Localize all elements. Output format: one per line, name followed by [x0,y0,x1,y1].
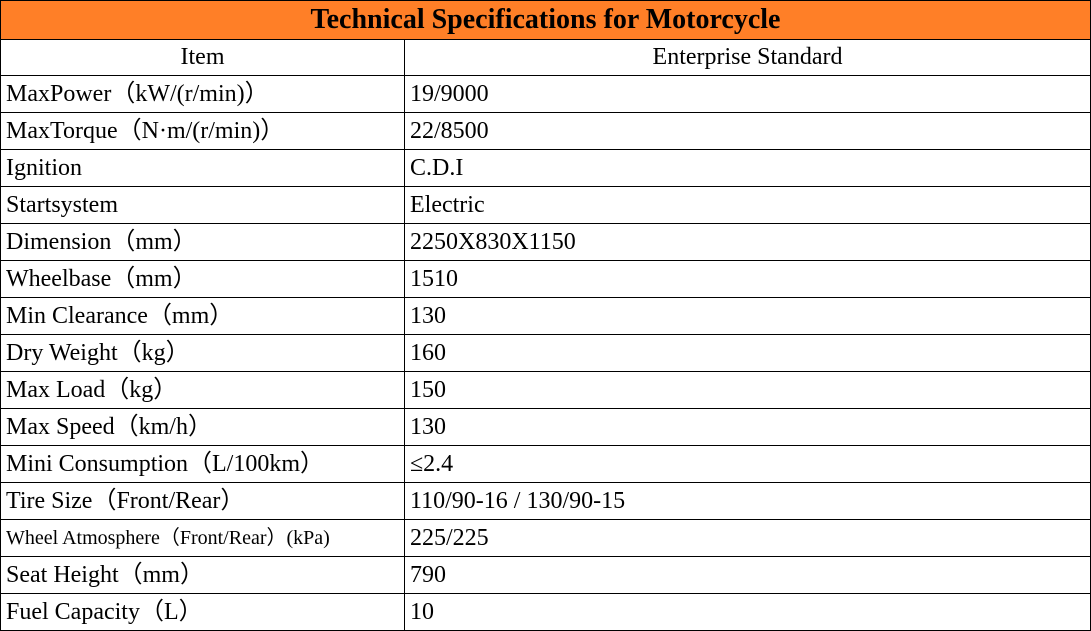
table-row: Tire Size（Front/Rear） 110/90-16 / 130/90… [0,482,1091,520]
table-row: Max Load（kg） 150 [0,371,1091,409]
row-value: 130 [404,408,1091,446]
row-value: 160 [404,334,1091,372]
row-item: Tire Size（Front/Rear） [0,482,405,520]
row-value: 150 [404,371,1091,409]
table-row: MaxTorque（N·m/(r/min)） 22/8500 [0,112,1091,150]
table-row: Min Clearance（mm） 130 [0,297,1091,335]
row-item: Wheelbase（mm） [0,260,405,298]
row-item: Min Clearance（mm） [0,297,405,335]
row-value: 110/90-16 / 130/90-15 [404,482,1091,520]
row-item: Fuel Capacity（L） [0,593,405,631]
row-item: MaxPower（kW/(r/min)） [0,75,405,113]
table-row: Mini Consumption（L/100km） ≤2.4 [0,445,1091,483]
row-value: C.D.I [404,149,1091,187]
row-value: ≤2.4 [404,445,1091,483]
row-item: Seat Height（mm） [0,556,405,594]
row-item: Mini Consumption（L/100km） [0,445,405,483]
row-item: Max Load（kg） [0,371,405,409]
table-row: Dimension（mm） 2250X830X1150 [0,223,1091,261]
row-value: 19/9000 [404,75,1091,113]
table-row: Wheel Atmosphere（Front/Rear）(kPa) 225/22… [0,519,1091,557]
row-item: Dimension（mm） [0,223,405,261]
row-value: 2250X830X1150 [404,223,1091,261]
table-row: Wheelbase（mm） 1510 [0,260,1091,298]
row-value: 10 [404,593,1091,631]
title-row: Technical Specifications for Motorcycle [0,0,1091,40]
column-header-standard: Enterprise Standard [404,39,1091,76]
row-item: Dry Weight（kg） [0,334,405,372]
table-row: Dry Weight（kg） 160 [0,334,1091,372]
table-row: Max Speed（km/h） 130 [0,408,1091,446]
row-value: 225/225 [404,519,1091,557]
row-value: Electric [404,186,1091,224]
table-row: Ignition C.D.I [0,149,1091,187]
table-row: Seat Height（mm） 790 [0,556,1091,594]
row-item: Max Speed（km/h） [0,408,405,446]
row-item: Startsystem [0,186,405,224]
table-row: MaxPower（kW/(r/min)） 19/9000 [0,75,1091,113]
row-item: MaxTorque（N·m/(r/min)） [0,112,405,150]
row-item: Wheel Atmosphere（Front/Rear）(kPa) [0,519,405,557]
row-value: 22/8500 [404,112,1091,150]
header-row: Item Enterprise Standard [0,39,1091,76]
table-title: Technical Specifications for Motorcycle [0,0,1091,40]
row-item: Ignition [0,149,405,187]
row-value: 790 [404,556,1091,594]
row-value: 130 [404,297,1091,335]
row-value: 1510 [404,260,1091,298]
table-row: Startsystem Electric [0,186,1091,224]
column-header-item: Item [0,39,405,76]
table-row: Fuel Capacity（L） 10 [0,593,1091,631]
